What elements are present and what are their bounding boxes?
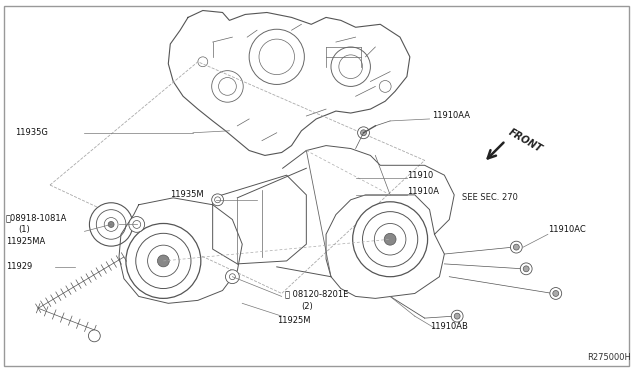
Circle shape [88,330,100,342]
Circle shape [454,313,460,319]
Circle shape [550,288,562,299]
Circle shape [249,29,305,84]
Circle shape [126,224,201,298]
Text: 11910A: 11910A [407,187,439,196]
Circle shape [259,39,294,75]
Text: 11925M: 11925M [276,315,310,325]
Circle shape [133,221,141,228]
Circle shape [339,55,362,78]
Text: ⓝ08918-1081A: ⓝ08918-1081A [6,213,67,222]
Circle shape [212,194,223,206]
Circle shape [214,197,221,203]
Circle shape [219,77,236,95]
Text: (2): (2) [301,302,313,311]
Circle shape [553,291,559,296]
Circle shape [451,310,463,322]
Circle shape [331,47,371,86]
Circle shape [362,212,418,267]
Circle shape [360,130,367,136]
Text: 11910AC: 11910AC [548,225,586,234]
Circle shape [129,217,145,232]
Text: SEE SEC. 270: SEE SEC. 270 [462,193,518,202]
Text: 11929: 11929 [6,262,32,271]
Circle shape [353,202,428,277]
Circle shape [513,244,519,250]
Text: Ⓑ 08120-8201E: Ⓑ 08120-8201E [285,289,348,298]
Circle shape [524,266,529,272]
Text: 11910: 11910 [407,171,433,180]
Circle shape [104,218,118,231]
Circle shape [511,241,522,253]
Circle shape [384,233,396,245]
Circle shape [358,127,369,139]
Circle shape [108,221,114,227]
Circle shape [229,274,236,280]
Circle shape [148,245,179,277]
Text: R275000H: R275000H [588,353,631,362]
Circle shape [157,255,170,267]
Circle shape [380,80,391,92]
Circle shape [374,224,406,255]
Text: (1): (1) [19,225,30,234]
Text: 11925MA: 11925MA [6,237,45,246]
Circle shape [198,57,208,67]
Text: 11935M: 11935M [170,190,204,199]
Text: 11910AA: 11910AA [433,112,470,121]
Circle shape [212,71,243,102]
Text: FRONT: FRONT [506,127,543,154]
Circle shape [520,263,532,275]
Circle shape [90,203,133,246]
Text: 11935G: 11935G [15,128,49,137]
Circle shape [136,233,191,289]
Circle shape [97,210,126,239]
Text: 11910AB: 11910AB [431,321,468,330]
Circle shape [225,270,239,283]
